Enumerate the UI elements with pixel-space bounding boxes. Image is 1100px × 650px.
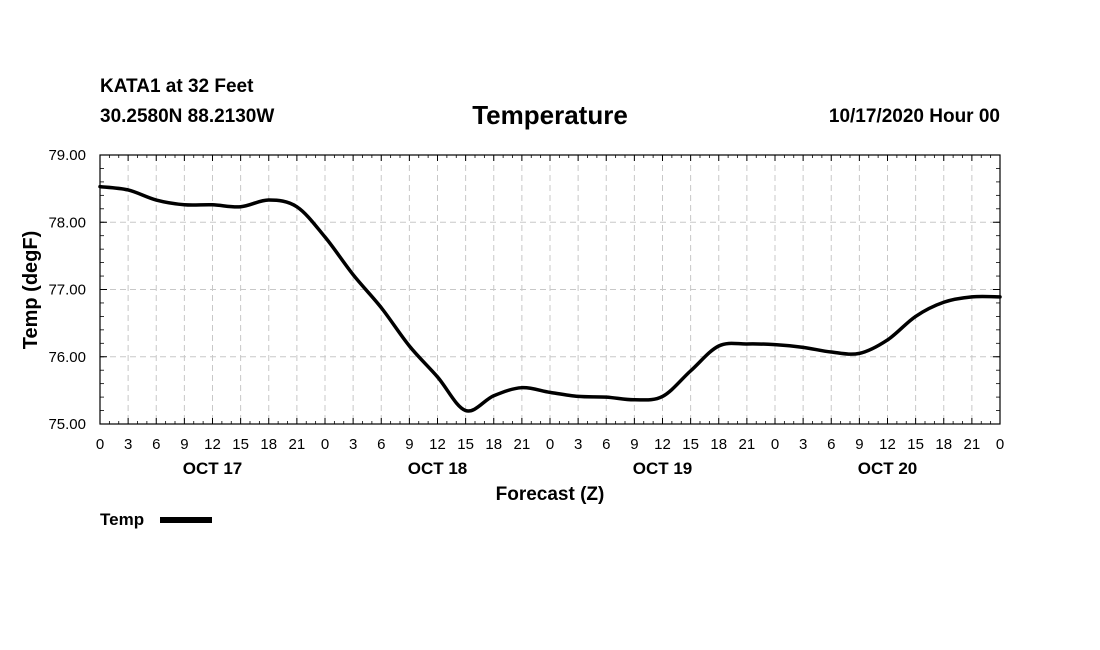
x-tick-label: 18 <box>710 436 727 453</box>
data-point <box>632 398 636 402</box>
x-tick-label: 12 <box>204 436 221 453</box>
data-point <box>436 375 439 379</box>
data-point <box>886 338 889 342</box>
x-tick-label: 21 <box>964 436 981 453</box>
data-point <box>351 273 355 277</box>
day-label: OCT 18 <box>408 459 468 478</box>
plot-frame <box>99 154 1001 425</box>
data-point <box>576 394 580 398</box>
x-tick-label: 21 <box>739 436 756 453</box>
y-tick-label: 75.00 <box>48 416 86 433</box>
data-point <box>942 300 946 304</box>
data-point <box>773 343 777 347</box>
x-tick-label: 0 <box>96 436 104 453</box>
data-point <box>154 198 158 202</box>
run-time-label: 10/17/2020 Hour 00 <box>828 106 1000 127</box>
data-point <box>857 351 861 355</box>
x-tick-label: 6 <box>377 436 385 453</box>
x-tick-label: 3 <box>349 436 357 453</box>
data-point <box>801 345 805 349</box>
x-tick-label: 18 <box>935 436 952 453</box>
x-tick-label: 6 <box>152 436 160 453</box>
data-point <box>407 344 411 348</box>
data-point <box>745 342 749 346</box>
x-tick-label: 9 <box>180 436 188 453</box>
data-point <box>520 386 524 390</box>
data-point <box>548 390 552 394</box>
data-point <box>661 394 664 398</box>
y-axis-label: Temp (degF) <box>20 231 42 350</box>
x-tick-label: 3 <box>124 436 132 453</box>
x-tick-label: 12 <box>654 436 671 453</box>
x-tick-label: 9 <box>630 436 638 453</box>
data-point <box>970 295 974 299</box>
y-axis: 75.00 76.00 77.00 78.00 79.00 <box>48 147 1000 433</box>
y-tick-label: 76.00 <box>48 349 86 366</box>
data-point <box>239 205 243 209</box>
x-tick-label: 9 <box>405 436 413 453</box>
y-tick-label: 77.00 <box>48 282 86 299</box>
x-tick-label: 18 <box>260 436 277 453</box>
data-point <box>211 203 214 207</box>
x-tick-label: 0 <box>996 436 1004 453</box>
x-axis-label: Forecast (Z) <box>496 484 605 505</box>
coordinates-label: 30.2580N 88.2130W <box>100 106 275 127</box>
legend: Temp <box>100 510 212 529</box>
data-point <box>829 350 833 354</box>
series-layer <box>98 184 1002 413</box>
day-label: OCT 17 <box>183 459 243 478</box>
day-label: OCT 19 <box>633 459 693 478</box>
x-tick-label: 15 <box>457 436 474 453</box>
legend-label: Temp <box>100 510 144 529</box>
x-tick-label: 9 <box>855 436 863 453</box>
x-tick-label: 6 <box>602 436 610 453</box>
x-tick-label: 3 <box>799 436 807 453</box>
y-tick-label: 78.00 <box>48 214 86 231</box>
data-point <box>998 295 1002 299</box>
y-tick-label: 79.00 <box>48 147 86 164</box>
station-label: KATA1 at 32 Feet <box>100 76 254 97</box>
x-tick-label: 12 <box>429 436 446 453</box>
data-point <box>295 205 299 209</box>
x-tick-label: 0 <box>546 436 554 453</box>
data-point <box>914 314 918 318</box>
data-point <box>98 185 102 189</box>
data-point <box>323 235 327 239</box>
chart-title: Temperature <box>472 100 628 130</box>
x-tick-label: 21 <box>514 436 531 453</box>
x-tick-label: 18 <box>485 436 502 453</box>
data-point <box>379 306 383 310</box>
x-tick-label: 0 <box>321 436 329 453</box>
data-point <box>717 344 721 348</box>
data-point <box>126 188 130 192</box>
x-tick-label: 15 <box>682 436 699 453</box>
x-tick-label: 3 <box>574 436 582 453</box>
data-point <box>464 409 468 413</box>
data-point <box>267 198 271 202</box>
data-point <box>689 369 693 373</box>
day-label: OCT 20 <box>858 459 918 478</box>
x-tick-label: 0 <box>771 436 779 453</box>
x-tick-label: 15 <box>232 436 249 453</box>
x-tick-label: 15 <box>907 436 924 453</box>
grid-lines <box>100 155 1000 424</box>
data-point <box>604 395 608 399</box>
x-tick-label: 21 <box>289 436 306 453</box>
x-tick-label: 6 <box>827 436 835 453</box>
data-point <box>182 203 186 207</box>
data-point <box>492 394 496 398</box>
x-tick-label: 12 <box>879 436 896 453</box>
